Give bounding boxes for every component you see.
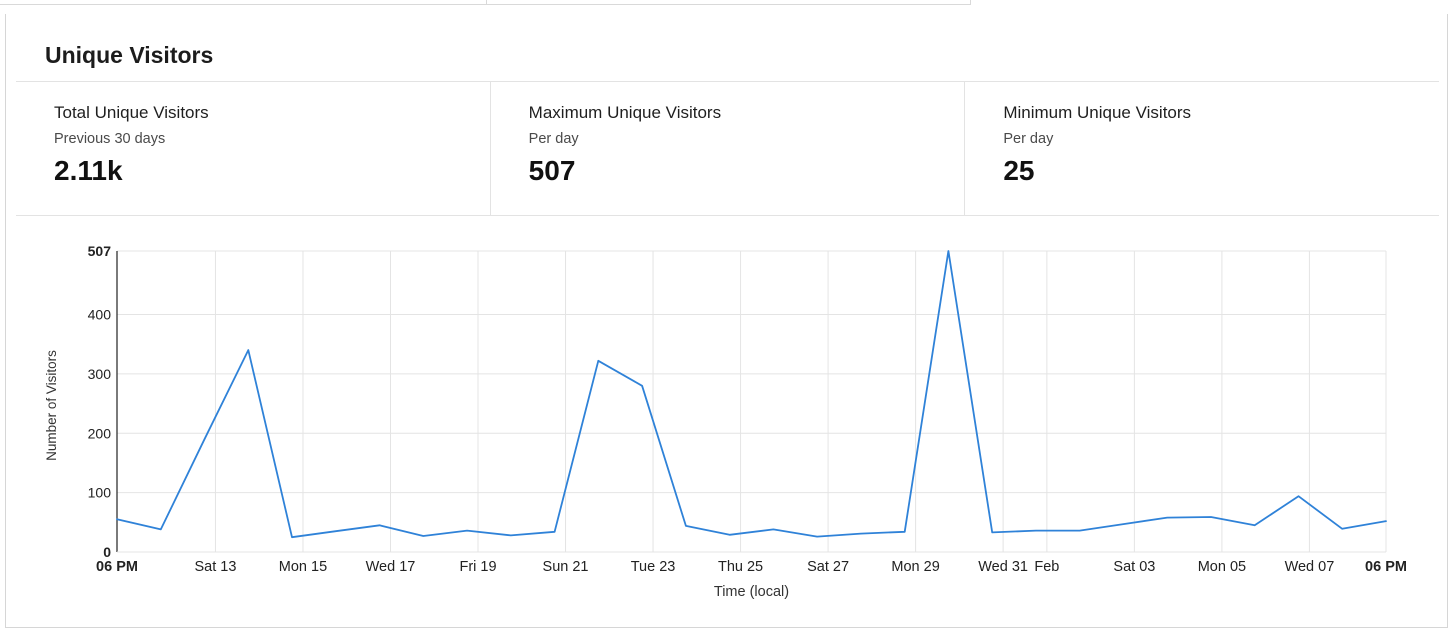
stat-sublabel: Per day — [528, 131, 579, 147]
x-tick-label: Mon 15 — [279, 559, 327, 575]
y-tick-label: 300 — [88, 366, 112, 382]
y-tick-label: 507 — [88, 243, 112, 259]
stat-value: 507 — [528, 155, 576, 186]
stats-row: Total Unique Visitors Previous 30 days 2… — [16, 81, 1439, 216]
stat-minimum-unique-visitors: Minimum Unique Visitors Per day 25 — [964, 82, 1439, 215]
x-tick-label: Sun 21 — [543, 559, 589, 575]
stat-label: Minimum Unique Visitors — [1003, 103, 1192, 122]
stat-label: Total Unique Visitors — [54, 103, 209, 122]
stat-total-unique-visitors: Total Unique Visitors Previous 30 days 2… — [16, 82, 490, 215]
x-tick-label: Sat 27 — [807, 559, 849, 575]
x-tick-label: Wed 07 — [1285, 559, 1335, 575]
y-tick-label: 100 — [88, 485, 112, 501]
tab-divider — [486, 0, 487, 4]
y-axis-title: Number of Visitors — [44, 350, 59, 461]
x-tick-label: Thu 25 — [718, 559, 763, 575]
stat-maximum-unique-visitors: Maximum Unique Visitors Per day 507 — [489, 82, 965, 215]
x-tick-label: Wed 17 — [366, 559, 416, 575]
x-tick-label: Sat 13 — [194, 559, 236, 575]
panel-title: Unique Visitors — [45, 42, 214, 68]
stat-sublabel: Previous 30 days — [54, 131, 166, 147]
visitors-series-line — [116, 250, 1387, 539]
x-tick-label: 06 PM — [1365, 559, 1407, 575]
x-tick-label: Mon 05 — [1198, 559, 1246, 575]
stat-value: 2.11k — [54, 155, 123, 186]
y-tick-label: 0 — [103, 544, 111, 560]
x-tick-label: Tue 23 — [631, 559, 676, 575]
x-tick-label: Mon 29 — [891, 559, 939, 575]
top-tab-strip — [0, 0, 971, 5]
x-axis-title: Time (local) — [714, 584, 789, 600]
y-tick-label: 400 — [88, 307, 112, 323]
x-tick-label: 06 PM — [96, 559, 138, 575]
x-tick-label: Fri 19 — [459, 559, 496, 575]
x-tick-label: Wed 31 — [978, 559, 1028, 575]
x-tick-label: Sat 03 — [1113, 559, 1155, 575]
stat-sublabel: Per day — [1003, 131, 1054, 147]
x-tick-label: Feb — [1034, 559, 1059, 575]
stat-label: Maximum Unique Visitors — [528, 103, 722, 122]
unique-visitors-panel — [5, 14, 1448, 628]
stat-value: 25 — [1003, 155, 1035, 186]
y-tick-label: 200 — [88, 425, 112, 441]
